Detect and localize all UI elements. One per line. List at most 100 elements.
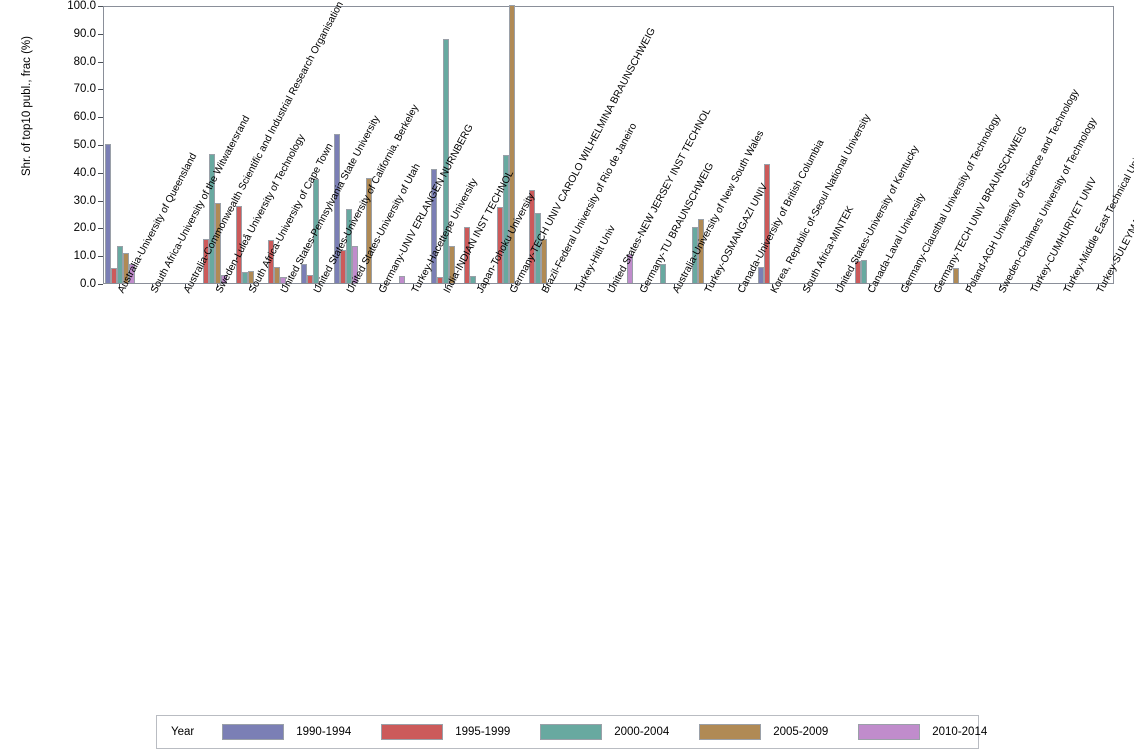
bar[interactable] <box>274 266 281 283</box>
bar[interactable] <box>345 209 352 283</box>
bar-group <box>398 7 429 283</box>
y-tick-label: 40.0 <box>73 166 96 179</box>
legend-entry[interactable]: 2010-2014 <box>858 724 987 740</box>
legend-entry[interactable]: 2000-2004 <box>540 724 669 740</box>
legend-entries: 1990-1994 1995-1999 2000-2004 2005-2009 2010… <box>222 724 1017 740</box>
x-tick-mark <box>836 284 838 288</box>
bar[interactable] <box>306 274 313 283</box>
bar[interactable] <box>203 238 210 283</box>
legend-label: 1990-1994 <box>296 726 352 738</box>
bar-group <box>855 7 885 283</box>
bar[interactable] <box>502 155 509 283</box>
bar[interactable] <box>763 164 770 283</box>
bar[interactable] <box>339 249 346 283</box>
bar[interactable] <box>235 205 242 283</box>
y-tick-label: 80.0 <box>73 55 96 68</box>
bar-group <box>464 7 494 283</box>
bar-group <box>300 7 331 283</box>
x-tick-mark <box>869 284 871 288</box>
x-tick-mark <box>804 284 806 288</box>
bar-group <box>431 7 461 283</box>
bar[interactable] <box>692 227 699 283</box>
bar[interactable] <box>123 253 130 283</box>
bar[interactable] <box>312 178 319 283</box>
bar[interactable] <box>117 246 124 283</box>
bar-group <box>627 7 657 283</box>
bar[interactable] <box>215 203 222 283</box>
x-tick-label: Australia-Commonwealth Scientific and In… <box>181 0 346 296</box>
x-tick-label: Canada-Laval University <box>866 192 929 296</box>
x-tick-mark <box>282 284 284 288</box>
bar[interactable] <box>105 144 112 283</box>
bar[interactable] <box>470 276 477 283</box>
bar[interactable] <box>366 177 373 283</box>
bar[interactable] <box>443 38 450 283</box>
bar[interactable] <box>209 153 216 283</box>
bar[interactable] <box>496 207 503 283</box>
bar[interactable] <box>268 240 275 283</box>
bar[interactable] <box>280 277 287 283</box>
legend-swatch <box>699 724 762 740</box>
bar-series-container <box>104 5 1113 283</box>
bar[interactable] <box>659 264 666 283</box>
bar-group <box>105 7 136 283</box>
x-tick-mark <box>967 284 969 288</box>
bar[interactable] <box>757 266 764 283</box>
x-tick-mark <box>1065 284 1067 288</box>
legend-entry[interactable]: 1995-1999 <box>381 724 510 740</box>
bar[interactable] <box>437 277 444 283</box>
bar[interactable] <box>241 272 248 283</box>
bar-group <box>659 7 690 283</box>
x-tick-mark <box>608 284 610 288</box>
plot-area <box>103 5 1114 284</box>
x-tick-mark <box>738 284 740 288</box>
legend-entry[interactable]: 2005-2009 <box>699 724 828 740</box>
legend-swatch <box>222 724 285 740</box>
y-tick-mark <box>98 61 103 63</box>
y-tick-mark <box>98 89 103 91</box>
bar[interactable] <box>333 134 340 283</box>
bar[interactable] <box>398 276 405 283</box>
x-tick-label: Japan-Tohoku University <box>475 191 538 296</box>
y-tick-mark <box>98 228 103 230</box>
x-tick-label: Turkey-CUMHURIYET UNIV <box>1029 176 1100 296</box>
bar[interactable] <box>541 239 548 283</box>
bar[interactable] <box>431 169 438 283</box>
bar-group <box>496 5 527 283</box>
x-tick-mark <box>934 284 936 288</box>
x-tick-mark <box>641 284 643 288</box>
bar[interactable] <box>129 263 136 283</box>
bar-group <box>366 7 396 283</box>
bar-group <box>529 7 559 283</box>
bar[interactable] <box>627 253 634 283</box>
bar[interactable] <box>698 219 705 283</box>
y-tick-mark <box>98 33 103 35</box>
x-tick-mark <box>119 284 121 288</box>
legend-title: Year <box>171 726 195 738</box>
bar-group <box>333 7 364 283</box>
x-tick-mark <box>706 284 708 288</box>
bar[interactable] <box>508 5 515 283</box>
bar-group <box>757 7 788 283</box>
bar[interactable] <box>535 212 542 283</box>
bar[interactable] <box>861 260 868 283</box>
y-tick-mark <box>98 117 103 119</box>
bar[interactable] <box>529 189 536 283</box>
legend-swatch <box>540 724 603 740</box>
legend-label: 2000-2004 <box>614 726 670 738</box>
x-tick-label: Turkey-OSMANGAZI UNIV <box>703 181 771 296</box>
bar[interactable] <box>464 226 471 283</box>
bar[interactable] <box>855 261 862 283</box>
x-tick-mark <box>478 284 480 288</box>
bar[interactable] <box>449 246 456 283</box>
bar[interactable] <box>221 274 228 283</box>
bar[interactable] <box>111 267 118 283</box>
bar[interactable] <box>953 267 960 283</box>
x-tick-mark <box>217 284 219 288</box>
legend-entry[interactable]: 1990-1994 <box>222 724 351 740</box>
bar[interactable] <box>351 246 358 283</box>
bar[interactable] <box>247 271 254 283</box>
x-tick-mark <box>575 284 577 288</box>
bar[interactable] <box>300 263 307 283</box>
